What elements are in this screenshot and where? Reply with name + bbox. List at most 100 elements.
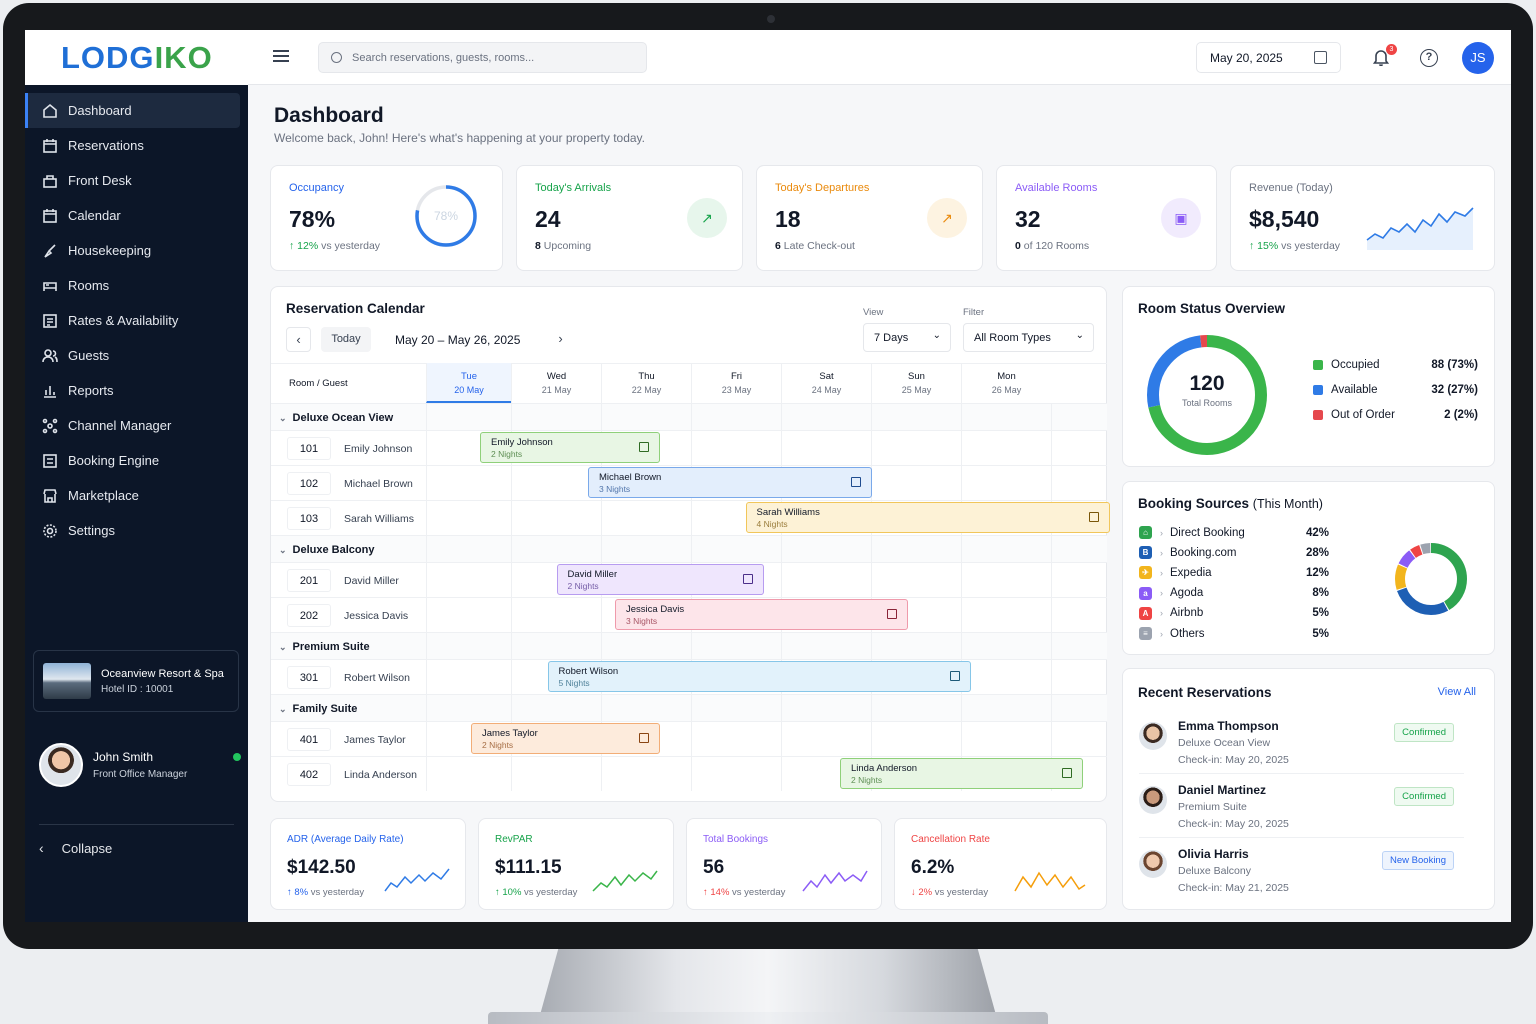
expedia-icon: ✈ bbox=[1139, 566, 1152, 580]
table-row: 101 Emily Johnson bbox=[271, 430, 1107, 465]
metric-total-bookings[interactable]: Total Bookings 56 ↑ 14% vs yesterday bbox=[686, 818, 882, 910]
status-badge: New Booking bbox=[1382, 851, 1454, 870]
sidebar-item-reports[interactable]: Reports bbox=[25, 373, 240, 408]
room-number[interactable]: 102 bbox=[287, 472, 331, 495]
status-badge: Confirmed bbox=[1394, 723, 1454, 742]
room-type-group[interactable]: ⌄ Family Suite bbox=[271, 694, 1107, 721]
donut-segment[interactable] bbox=[1147, 335, 1267, 455]
hotel-card[interactable]: Oceanview Resort & Spa Hotel ID : 10001 bbox=[33, 650, 239, 712]
day-header[interactable]: Sat 24 May bbox=[781, 363, 871, 403]
external-link-icon[interactable] bbox=[639, 733, 649, 743]
room-number[interactable]: 201 bbox=[287, 569, 331, 592]
list-item[interactable]: Olivia Harris Deluxe Balcony Check-in: May… bbox=[1139, 847, 1464, 902]
camera bbox=[767, 15, 775, 23]
room-status-title: Room Status Overview bbox=[1138, 301, 1286, 316]
room-number[interactable]: 101 bbox=[287, 437, 331, 460]
room-type-group[interactable]: ⌄ Deluxe Ocean View bbox=[271, 403, 1107, 430]
list-item[interactable]: ⌂ › Direct Booking 42% bbox=[1139, 526, 1329, 539]
view-all-link[interactable]: View All bbox=[1437, 686, 1476, 698]
kpi-arrivals[interactable]: Today's Arrivals 24 8 Upcoming ↗ bbox=[516, 165, 743, 271]
list-item[interactable]: Emma Thompson Deluxe Ocean View Check-in: … bbox=[1139, 719, 1464, 774]
others-icon: ≡ bbox=[1139, 627, 1152, 640]
today-button[interactable]: Today bbox=[321, 327, 371, 352]
list-item[interactable]: ✈ › Expedia 12% bbox=[1139, 566, 1329, 580]
room-type-group[interactable]: ⌄ Premium Suite bbox=[271, 632, 1107, 659]
donut-segment[interactable] bbox=[1395, 543, 1467, 615]
sidebar-item-rooms[interactable]: Rooms bbox=[25, 268, 240, 303]
list-item[interactable]: A › Airbnb 5% bbox=[1139, 606, 1329, 620]
sidebar-item-rates[interactable]: Rates & Availability bbox=[25, 303, 240, 338]
booking-bar[interactable]: Robert Wilson 5 Nights bbox=[547, 661, 971, 692]
external-link-icon[interactable] bbox=[1089, 512, 1099, 522]
day-header[interactable]: Fri 23 May bbox=[691, 363, 781, 403]
room-number[interactable]: 103 bbox=[287, 507, 331, 530]
sidebar-item-dashboard[interactable]: Dashboard bbox=[25, 93, 240, 128]
kpi-revenue[interactable]: Revenue (Today) $8,540 ↑ 15% vs yesterda… bbox=[1230, 165, 1495, 271]
sidebar-item-booking-engine[interactable]: Booking Engine bbox=[25, 443, 240, 478]
user-avatar-button[interactable]: JS bbox=[1462, 42, 1494, 74]
sidebar-item-guests[interactable]: Guests bbox=[25, 338, 240, 373]
external-link-icon[interactable] bbox=[949, 671, 960, 681]
donut-segment[interactable] bbox=[1395, 543, 1467, 615]
day-header[interactable]: Mon 26 May bbox=[961, 363, 1051, 403]
view-select[interactable]: 7 Days ⌄ bbox=[863, 323, 951, 352]
logo[interactable]: LODG IKO bbox=[25, 30, 248, 85]
external-link-icon[interactable] bbox=[850, 477, 861, 487]
day-header[interactable]: Thu 22 May bbox=[601, 363, 691, 403]
sidebar-item-calendar[interactable]: Calendar bbox=[25, 198, 240, 233]
sidebar-item-marketplace[interactable]: Marketplace bbox=[25, 478, 240, 513]
sidebar-item-settings[interactable]: Settings bbox=[25, 513, 240, 548]
menu-icon[interactable] bbox=[273, 50, 289, 62]
external-link-icon[interactable] bbox=[742, 574, 753, 584]
day-header[interactable]: Sun 25 May bbox=[871, 363, 961, 403]
external-link-icon[interactable] bbox=[639, 442, 649, 452]
room-number[interactable]: 202 bbox=[287, 604, 331, 627]
sidebar: LODG IKO Dashboard Reservations Front Des… bbox=[25, 30, 248, 922]
external-link-icon[interactable] bbox=[886, 609, 897, 619]
booking-com-icon: B bbox=[1139, 546, 1152, 560]
bell-icon[interactable] bbox=[1373, 48, 1389, 66]
sidebar-item-housekeeping[interactable]: Housekeeping bbox=[25, 233, 240, 268]
kpi-available-rooms[interactable]: Available Rooms 32 0 of 120 Rooms ▣ bbox=[996, 165, 1217, 271]
metric-cancellation[interactable]: Cancellation Rate 6.2% ↓ 2% vs yesterday bbox=[894, 818, 1107, 910]
room-type-group[interactable]: ⌄ Deluxe Balcony bbox=[271, 535, 1107, 562]
filter-select[interactable]: All Room Types ⌄ bbox=[963, 323, 1094, 352]
avatar bbox=[39, 743, 83, 787]
kpi-occupancy[interactable]: Occupancy 78% ↑ 12% vs yesterday 78% bbox=[270, 165, 503, 271]
sidebar-item-front-desk[interactable]: Front Desk bbox=[25, 163, 240, 198]
list-item[interactable]: B › Booking.com 28% bbox=[1139, 546, 1329, 560]
list-item[interactable]: Daniel Martinez Premium Suite Check-in: Ma… bbox=[1139, 783, 1464, 838]
collapse-button[interactable]: ‹ Collapse bbox=[39, 840, 113, 856]
metric-adr[interactable]: ADR (Average Daily Rate) $142.50 ↑ 8% vs… bbox=[270, 818, 466, 910]
booking-bar[interactable]: David Miller 2 Nights bbox=[556, 564, 764, 595]
search-input[interactable]: Search reservations, guests, rooms... bbox=[318, 42, 647, 73]
kpi-departures[interactable]: Today's Departures 18 6 Late Check-out ↗ bbox=[756, 165, 983, 271]
list-item[interactable]: ≡ › Others 5% bbox=[1139, 627, 1329, 640]
sidebar-item-reservations[interactable]: Reservations bbox=[25, 128, 240, 163]
list-item[interactable]: a › Agoda 8% bbox=[1139, 586, 1329, 600]
booking-bar[interactable]: Michael Brown 3 Nights bbox=[588, 467, 872, 498]
next-week-button[interactable]: › bbox=[558, 331, 563, 346]
booking-bar[interactable]: Jessica Davis 3 Nights bbox=[615, 599, 908, 630]
booking-bar[interactable]: Linda Anderson 2 Nights bbox=[840, 758, 1083, 789]
prev-week-button[interactable]: ‹ bbox=[286, 327, 311, 352]
chart-icon bbox=[44, 385, 56, 398]
donut-segment[interactable] bbox=[1395, 543, 1467, 615]
date-picker[interactable]: May 20, 2025 bbox=[1196, 42, 1341, 73]
day-header[interactable]: Tue 20 May bbox=[426, 363, 511, 403]
donut-segment[interactable] bbox=[1147, 335, 1267, 455]
booking-bar[interactable]: Emily Johnson 2 Nights bbox=[480, 432, 660, 463]
sidebar-item-channel-manager[interactable]: Channel Manager bbox=[25, 408, 240, 443]
booking-bar[interactable]: Sarah Williams 4 Nights bbox=[745, 502, 1110, 533]
help-icon[interactable]: ? bbox=[1420, 49, 1438, 67]
user-profile[interactable]: John Smith Front Office Manager bbox=[39, 743, 241, 787]
grid-line bbox=[781, 403, 782, 791]
metric-revpar[interactable]: RevPAR $111.15 ↑ 10% vs yesterday bbox=[478, 818, 674, 910]
booking-bar[interactable]: James Taylor 2 Nights bbox=[471, 723, 660, 754]
room-number[interactable]: 401 bbox=[287, 728, 331, 751]
external-link-icon[interactable] bbox=[1062, 768, 1072, 778]
room-number[interactable]: 402 bbox=[287, 763, 331, 786]
room-number[interactable]: 301 bbox=[287, 666, 331, 689]
grid-line bbox=[601, 403, 602, 791]
day-header[interactable]: Wed 21 May bbox=[511, 363, 601, 403]
